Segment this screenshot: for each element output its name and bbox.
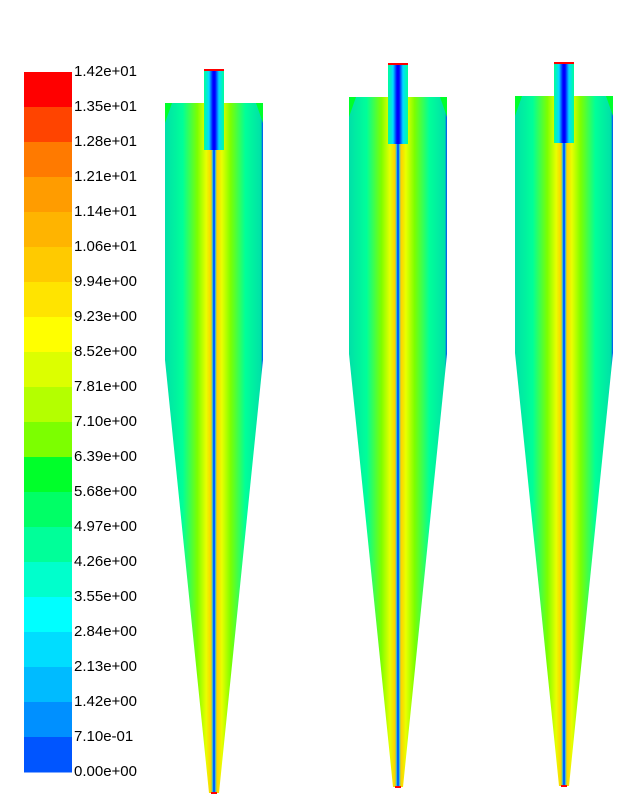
colorbar-label: 6.39e+00 (74, 448, 137, 465)
color-band (24, 597, 72, 633)
colorbar-label: 2.13e+00 (74, 658, 137, 675)
colorbar-label: 1.42e+00 (74, 693, 137, 710)
colorbar-label: 8.52e+00 (74, 343, 137, 360)
color-band (24, 562, 72, 598)
color-band (24, 702, 72, 738)
color-band (24, 667, 72, 703)
colorbar-label: 9.94e+00 (74, 273, 137, 290)
color-band (24, 142, 72, 178)
colorbar-label: 1.06e+01 (74, 238, 137, 255)
colorbar-label: 1.35e+01 (74, 98, 137, 115)
cyclone-contour (348, 63, 448, 788)
color-band (24, 457, 72, 493)
color-band (24, 737, 72, 773)
colorbar-label: 1.42e+01 (74, 63, 137, 80)
colorbar-label: 1.21e+01 (74, 168, 137, 185)
color-band (24, 317, 72, 353)
color-band (24, 107, 72, 143)
color-band (24, 387, 72, 423)
color-band (24, 72, 72, 108)
colorbar-label: 3.55e+00 (74, 588, 137, 605)
colorbar-label: 1.28e+01 (74, 133, 137, 150)
color-band (24, 177, 72, 213)
colorbar-label: 7.10e-01 (74, 728, 133, 745)
color-band (24, 422, 72, 458)
color-band (24, 492, 72, 528)
cyclone-contour (164, 69, 264, 794)
colorbar-label: 1.14e+01 (74, 203, 137, 220)
color-band (24, 632, 72, 668)
colorbar-label: 2.84e+00 (74, 623, 137, 640)
color-band (24, 247, 72, 283)
colorbar: 1.42e+01 1.35e+01 1.28e+01 1.21e+01 1.14e+01… (24, 63, 137, 780)
colorbar-label: 5.68e+00 (74, 483, 137, 500)
colorbar-label: 7.81e+00 (74, 378, 137, 395)
cyclone-contour (514, 62, 614, 787)
color-band (24, 352, 72, 388)
colorbar-label: 4.26e+00 (74, 553, 137, 570)
color-band (24, 282, 72, 318)
colorbar-label: 7.10e+00 (74, 413, 137, 430)
colorbar-label: 0.00e+00 (74, 763, 137, 780)
colorbar-label: 9.23e+00 (74, 308, 137, 325)
colorbar-label: 4.97e+00 (74, 518, 137, 535)
color-band (24, 527, 72, 563)
color-band (24, 212, 72, 248)
